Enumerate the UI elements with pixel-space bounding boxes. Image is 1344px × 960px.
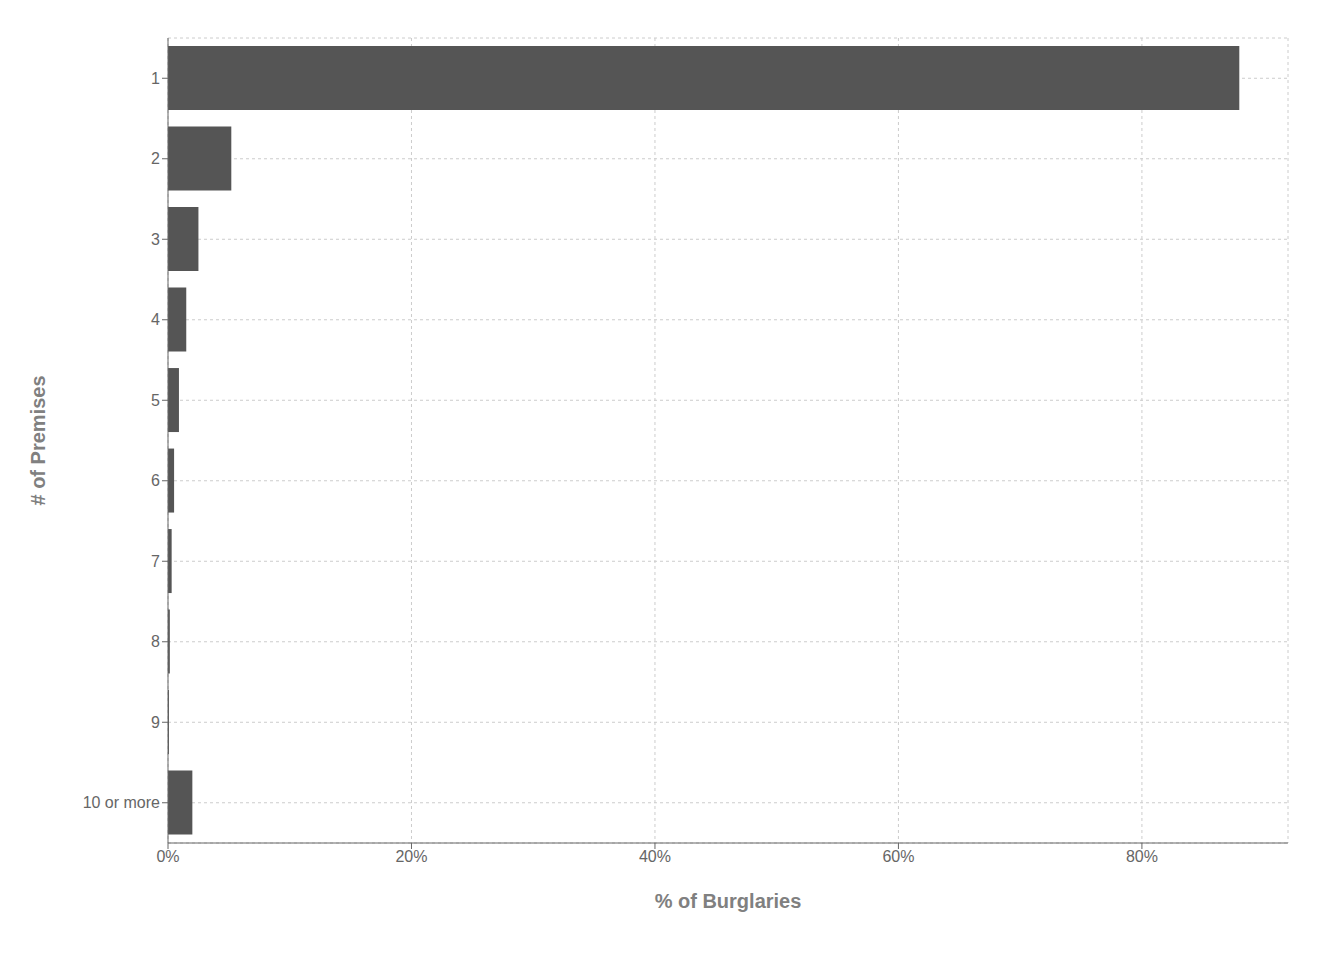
svg-text:0%: 0% <box>156 848 179 865</box>
svg-text:3: 3 <box>151 231 160 248</box>
svg-text:80%: 80% <box>1126 848 1158 865</box>
svg-text:20%: 20% <box>395 848 427 865</box>
svg-text:10 or more: 10 or more <box>83 794 160 811</box>
svg-text:8: 8 <box>151 633 160 650</box>
svg-text:2: 2 <box>151 150 160 167</box>
svg-text:6: 6 <box>151 472 160 489</box>
svg-text:7: 7 <box>151 553 160 570</box>
svg-text:# of Premises: # of Premises <box>27 375 49 505</box>
svg-text:60%: 60% <box>882 848 914 865</box>
svg-text:40%: 40% <box>639 848 671 865</box>
svg-text:% of Burglaries: % of Burglaries <box>655 890 802 912</box>
svg-text:1: 1 <box>151 70 160 87</box>
svg-text:9: 9 <box>151 714 160 731</box>
svg-text:5: 5 <box>151 392 160 409</box>
svg-text:4: 4 <box>151 311 160 328</box>
